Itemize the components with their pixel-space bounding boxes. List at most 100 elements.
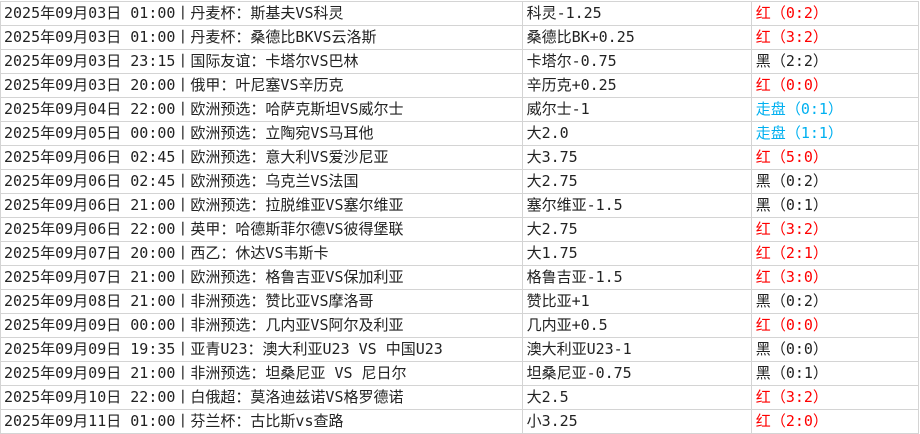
pick-cell[interactable]: 大2.75 [521,169,752,194]
match-cell[interactable]: 2025年09月06日 02:45丨欧洲预选：意大利VS爱沙尼亚 [0,145,523,170]
match-cell[interactable]: 2025年09月08日 21:00丨非洲预选：赞比亚VS摩洛哥 [0,289,523,314]
result-label: 红 [755,76,771,94]
result-cell[interactable]: 红（3:2） [750,385,920,410]
result-cell[interactable]: 走盘（0:1） [750,97,920,122]
result-cell[interactable]: 红（2:1） [750,241,920,266]
pick-cell[interactable]: 威尔士-1 [521,97,752,122]
table-row: 2025年09月09日 21:00丨非洲预选：坦桑尼亚 VS 尼日尔 坦桑尼亚-0… [0,361,920,386]
score-label: （0:1） [785,100,843,118]
pick-cell[interactable]: 大2.5 [521,385,752,410]
table-row: 2025年09月04日 22:00丨欧洲预选：哈萨克斯坦VS威尔士 威尔士-1 走盘… [0,97,920,122]
table-row: 2025年09月07日 20:00丨西乙：休达VS韦斯卡 大1.75 红（2:1） [0,241,920,266]
score-label: （3:0） [770,268,828,286]
score-label: （0:0） [770,316,828,334]
match-cell[interactable]: 2025年09月06日 21:00丨欧洲预选：拉脱维亚VS塞尔维亚 [0,193,523,218]
result-label: 红 [755,268,771,286]
pick-cell[interactable]: 几内亚+0.5 [521,313,752,338]
result-cell[interactable]: 红（5:0） [750,145,920,170]
match-cell[interactable]: 2025年09月09日 19:35丨亚青U23：澳大利亚U23 VS 中国U23 [0,337,523,362]
pick-cell[interactable]: 桑德比BK+0.25 [521,25,752,50]
match-cell[interactable]: 2025年09月04日 22:00丨欧洲预选：哈萨克斯坦VS威尔士 [0,97,523,122]
table-row: 2025年09月03日 01:00丨丹麦杯：斯基夫VS科灵 科灵-1.25 红（0:… [0,1,920,26]
match-cell[interactable]: 2025年09月09日 21:00丨非洲预选：坦桑尼亚 VS 尼日尔 [0,361,523,386]
match-cell[interactable]: 2025年09月06日 22:00丨英甲：哈德斯菲尔德VS彼得堡联 [0,217,523,242]
result-label: 红 [755,4,771,22]
table-row: 2025年09月06日 22:00丨英甲：哈德斯菲尔德VS彼得堡联 大2.75 红（… [0,217,920,242]
result-label: 红 [755,388,771,406]
result-label: 黑 [755,172,771,190]
match-cell[interactable]: 2025年09月10日 22:00丨白俄超：莫洛迪兹诺VS格罗德诺 [0,385,523,410]
result-label: 红 [755,316,771,334]
match-cell[interactable]: 2025年09月07日 21:00丨欧洲预选：格鲁吉亚VS保加利亚 [0,265,523,290]
score-label: （0:2） [770,4,828,22]
pick-cell[interactable]: 科灵-1.25 [521,1,752,26]
result-cell[interactable]: 红（2:0） [750,409,920,434]
result-cell[interactable]: 红（3:2） [750,217,920,242]
pick-cell[interactable]: 坦桑尼亚-0.75 [521,361,752,386]
score-label: （1:1） [785,124,843,142]
table-row: 2025年09月11日 01:00丨芬兰杯：古比斯vs查路 小3.25 红（2:0） [0,409,920,434]
pick-cell[interactable]: 小3.25 [521,409,752,434]
result-label: 黑 [755,340,771,358]
score-label: （3:2） [770,28,828,46]
table-row: 2025年09月09日 00:00丨非洲预选：几内亚VS阿尔及利亚 几内亚+0.5… [0,313,920,338]
match-cell[interactable]: 2025年09月03日 20:00丨俄甲：叶尼塞VS辛历克 [0,73,523,98]
table-row: 2025年09月03日 23:15丨国际友谊：卡塔尔VS巴林 卡塔尔-0.75 黑（… [0,49,920,74]
pick-cell[interactable]: 卡塔尔-0.75 [521,49,752,74]
result-cell[interactable]: 红（0:0） [750,313,920,338]
match-cell[interactable]: 2025年09月06日 02:45丨欧洲预选：乌克兰VS法国 [0,169,523,194]
result-label: 红 [755,244,771,262]
pick-cell[interactable]: 赞比亚+1 [521,289,752,314]
match-cell[interactable]: 2025年09月11日 01:00丨芬兰杯：古比斯vs查路 [0,409,523,434]
match-cell[interactable]: 2025年09月03日 01:00丨丹麦杯：斯基夫VS科灵 [0,1,523,26]
table-row: 2025年09月06日 02:45丨欧洲预选：乌克兰VS法国 大2.75 黑（0:2… [0,169,920,194]
result-cell[interactable]: 黑（0:0） [750,337,920,362]
result-cell[interactable]: 黑（0:2） [750,169,920,194]
score-label: （3:2） [770,220,828,238]
result-label: 走盘 [755,124,786,142]
pick-cell[interactable]: 大3.75 [521,145,752,170]
pick-cell[interactable]: 大2.75 [521,217,752,242]
result-cell[interactable]: 黑（2:2） [750,49,920,74]
result-cell[interactable]: 红（3:2） [750,25,920,50]
score-label: （2:1） [770,244,828,262]
pick-cell[interactable]: 大1.75 [521,241,752,266]
pick-cell[interactable]: 澳大利亚U23-1 [521,337,752,362]
result-cell[interactable]: 黑（0:1） [750,193,920,218]
result-cell[interactable]: 红（3:0） [750,265,920,290]
score-label: （0:0） [770,76,828,94]
match-cell[interactable]: 2025年09月09日 00:00丨非洲预选：几内亚VS阿尔及利亚 [0,313,523,338]
match-cell[interactable]: 2025年09月05日 00:00丨欧洲预选：立陶宛VS马耳他 [0,121,523,146]
score-label: （0:2） [770,172,828,190]
result-label: 黑 [755,196,771,214]
result-cell[interactable]: 红（0:2） [750,1,920,26]
score-label: （0:2） [770,292,828,310]
score-label: （0:0） [770,340,828,358]
result-cell[interactable]: 走盘（1:1） [750,121,920,146]
match-cell[interactable]: 2025年09月03日 01:00丨丹麦杯：桑德比BKVS云洛斯 [0,25,523,50]
table-row: 2025年09月06日 02:45丨欧洲预选：意大利VS爱沙尼亚 大3.75 红（5… [0,145,920,170]
score-label: （0:1） [770,364,828,382]
score-label: （2:2） [770,52,828,70]
result-label: 黑 [755,292,771,310]
pick-cell[interactable]: 辛历克+0.25 [521,73,752,98]
table-row: 2025年09月09日 19:35丨亚青U23：澳大利亚U23 VS 中国U23… [0,337,920,362]
result-cell[interactable]: 黑（0:2） [750,289,920,314]
table-row: 2025年09月06日 21:00丨欧洲预选：拉脱维亚VS塞尔维亚 塞尔维亚-1.… [0,193,920,218]
table-row: 2025年09月07日 21:00丨欧洲预选：格鲁吉亚VS保加利亚 格鲁吉亚-1.… [0,265,920,290]
result-cell[interactable]: 红（0:0） [750,73,920,98]
table-row: 2025年09月03日 20:00丨俄甲：叶尼塞VS辛历克 辛历克+0.25 红（0… [0,73,920,98]
result-cell[interactable]: 黑（0:1） [750,361,920,386]
pick-cell[interactable]: 大2.0 [521,121,752,146]
score-label: （2:0） [770,412,828,430]
table-row: 2025年09月08日 21:00丨非洲预选：赞比亚VS摩洛哥 赞比亚+1 黑（0:… [0,289,920,314]
result-label: 黑 [755,52,771,70]
pick-cell[interactable]: 格鲁吉亚-1.5 [521,265,752,290]
result-label: 红 [755,220,771,238]
pick-cell[interactable]: 塞尔维亚-1.5 [521,193,752,218]
match-cell[interactable]: 2025年09月07日 20:00丨西乙：休达VS韦斯卡 [0,241,523,266]
match-cell[interactable]: 2025年09月03日 23:15丨国际友谊：卡塔尔VS巴林 [0,49,523,74]
result-label: 黑 [755,364,771,382]
table-row: 2025年09月03日 01:00丨丹麦杯：桑德比BKVS云洛斯 桑德比BK+0.… [0,25,920,50]
